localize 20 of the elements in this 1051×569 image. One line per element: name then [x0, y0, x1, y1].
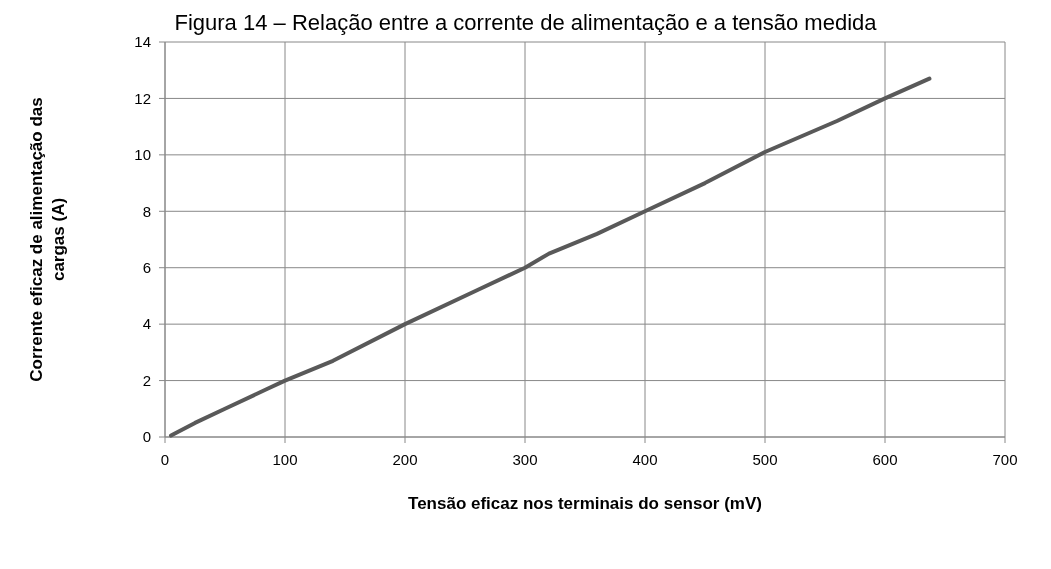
x-axis-title: Tensão eficaz nos terminais do sensor (mV) — [408, 494, 762, 513]
x-tick-label: 100 — [272, 451, 298, 468]
x-tick-label: 200 — [392, 451, 418, 468]
y-tick-label: 10 — [134, 146, 151, 164]
y-tick-label: 6 — [142, 258, 151, 276]
y-tick-label: 0 — [142, 428, 151, 446]
y-tick-label: 12 — [134, 89, 151, 107]
x-tick-label: 400 — [632, 451, 658, 468]
y-tick-label: 2 — [142, 371, 151, 389]
y-tick-label: 14 — [134, 33, 151, 51]
x-tick-label: 0 — [160, 451, 170, 468]
y-axis-title: Corrente eficaz de alimentação das cargas (A) — [27, 97, 68, 382]
x-tick-label: 300 — [512, 451, 538, 468]
x-tick-label: 700 — [992, 451, 1018, 468]
x-tick-label: 500 — [752, 451, 778, 468]
chart-title: Figura 14 – Relação entre a corrente de alimentação e a tensão medida — [174, 10, 878, 35]
line-series — [169, 76, 932, 438]
y-tick-label: 4 — [142, 315, 151, 333]
y-tick-label: 8 — [142, 202, 151, 220]
x-tick-label: 600 — [872, 451, 898, 468]
